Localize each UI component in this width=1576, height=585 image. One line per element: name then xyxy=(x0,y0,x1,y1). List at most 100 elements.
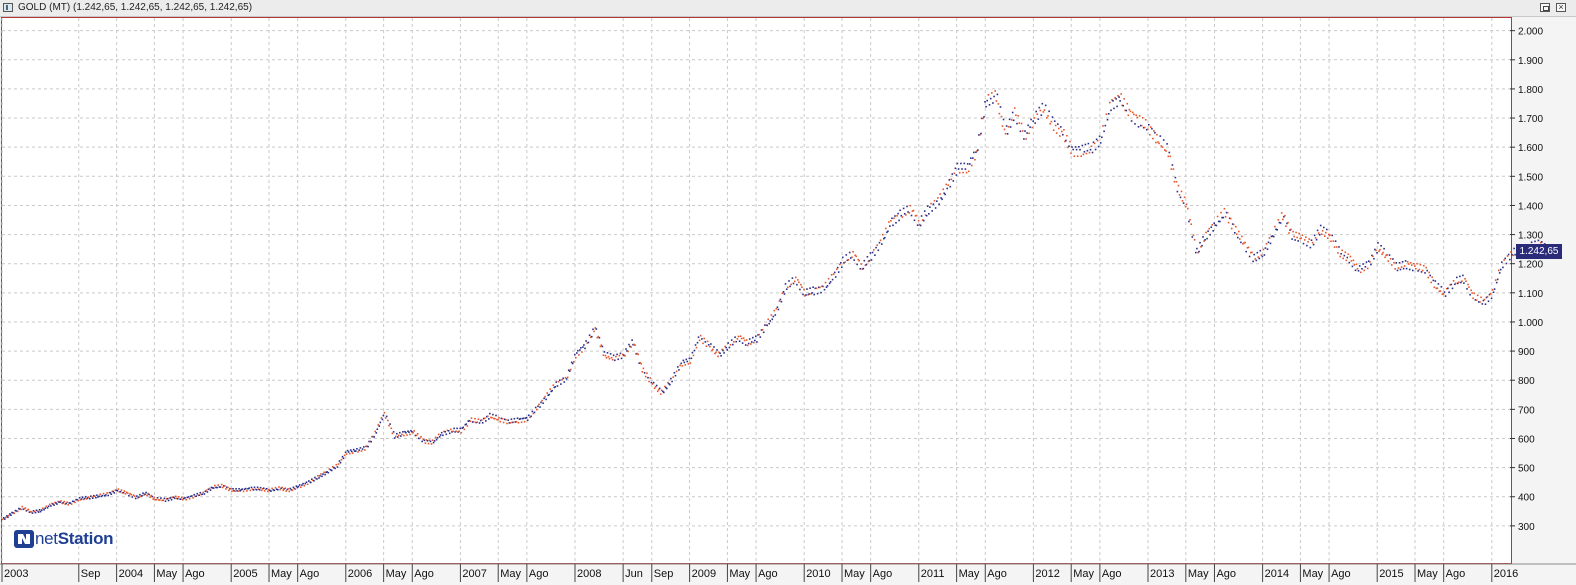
price-dot xyxy=(601,345,604,348)
price-dot xyxy=(336,466,339,468)
price-dot xyxy=(1490,297,1493,300)
price-dot xyxy=(1494,279,1497,281)
price-dot xyxy=(525,417,528,419)
price-dot xyxy=(506,422,508,425)
price-dot xyxy=(328,468,331,470)
price-dot xyxy=(272,489,275,491)
price-dot xyxy=(45,505,48,508)
price-dot xyxy=(574,353,576,356)
price-dot xyxy=(367,445,369,448)
price-dot xyxy=(1268,237,1271,239)
price-dot xyxy=(1222,216,1225,219)
price-dot xyxy=(898,219,900,222)
price-dot xyxy=(1374,248,1376,251)
price-dot xyxy=(1379,248,1381,251)
price-dot xyxy=(466,425,469,427)
price-dot xyxy=(1121,104,1123,107)
price-dot xyxy=(1512,254,1514,257)
price-dot xyxy=(1208,227,1210,230)
price-dot xyxy=(1227,221,1230,224)
price-dot xyxy=(924,214,927,216)
price-dot xyxy=(131,496,134,498)
price-dot xyxy=(522,417,525,420)
price-dot xyxy=(811,292,813,294)
price-dot xyxy=(642,367,645,370)
price-dot xyxy=(141,494,143,497)
price-dot xyxy=(615,355,617,358)
y-tick-label: 900 xyxy=(1518,347,1535,358)
price-dot xyxy=(865,263,868,266)
y-tick-label: 1.000 xyxy=(1518,318,1543,329)
price-dot xyxy=(509,422,512,424)
price-dot xyxy=(851,256,853,259)
price-dot xyxy=(1269,242,1272,245)
price-dot xyxy=(714,352,716,355)
price-dot xyxy=(39,510,42,513)
price-dot xyxy=(1478,301,1480,303)
price-dot xyxy=(203,493,206,495)
price-dot xyxy=(1149,133,1151,136)
price-dot xyxy=(1376,252,1378,254)
price-dot xyxy=(27,508,30,511)
price-dot xyxy=(61,502,63,505)
price-dot xyxy=(760,329,763,331)
price-dot xyxy=(278,486,280,488)
price-dot xyxy=(552,384,555,386)
price-dot xyxy=(1076,155,1079,157)
price-dot xyxy=(206,491,209,493)
price-dot xyxy=(1465,280,1467,282)
price-dot xyxy=(1429,274,1431,277)
price-dot xyxy=(961,168,963,170)
price-dot xyxy=(1400,266,1403,268)
price-dot xyxy=(151,495,153,498)
price-dot xyxy=(968,170,970,173)
price-dot xyxy=(435,438,438,441)
netstation-logo-icon xyxy=(14,530,34,548)
x-tick-label: May xyxy=(844,568,865,580)
price-dot xyxy=(815,287,818,290)
price-dot xyxy=(1143,126,1146,129)
price-dot xyxy=(355,450,357,452)
price-dot xyxy=(1188,220,1190,223)
price-dot xyxy=(638,362,640,364)
price-dot xyxy=(1005,125,1008,127)
price-dot xyxy=(1215,224,1218,227)
price-dot xyxy=(104,494,106,497)
price-dot xyxy=(533,411,536,414)
price-dot xyxy=(1365,261,1368,263)
price-dot xyxy=(995,100,998,102)
price-dot xyxy=(718,351,720,354)
price-dot xyxy=(946,187,948,190)
close-button[interactable]: × xyxy=(1556,3,1566,12)
price-dot xyxy=(217,484,219,486)
price-dot xyxy=(949,185,952,188)
chart-window-icon[interactable] xyxy=(3,3,13,12)
price-dot xyxy=(393,437,396,439)
price-dot xyxy=(698,339,701,342)
price-dot xyxy=(10,514,12,516)
y-tick-label: 500 xyxy=(1518,464,1535,475)
price-dot xyxy=(412,431,414,434)
price-dot xyxy=(143,494,145,496)
price-dot xyxy=(1096,139,1099,142)
price-dot xyxy=(630,346,632,348)
price-dot xyxy=(1307,241,1309,243)
price-dot xyxy=(210,486,213,489)
price-dot xyxy=(1154,131,1156,134)
price-dot xyxy=(755,335,757,337)
price-dot xyxy=(316,478,318,480)
price-dot xyxy=(1259,249,1262,252)
price-dot xyxy=(1417,270,1419,272)
price-dot xyxy=(430,443,433,445)
price-dot xyxy=(1128,108,1131,111)
price-dot xyxy=(909,204,912,207)
price-dot xyxy=(1153,130,1155,132)
price-dot xyxy=(1402,267,1405,270)
x-tick-label: 2011 xyxy=(921,568,945,580)
price-dot xyxy=(512,421,515,424)
price-dot xyxy=(1065,139,1067,142)
restore-button[interactable] xyxy=(1540,3,1550,12)
price-dot xyxy=(457,431,459,433)
price-dot xyxy=(346,449,349,452)
